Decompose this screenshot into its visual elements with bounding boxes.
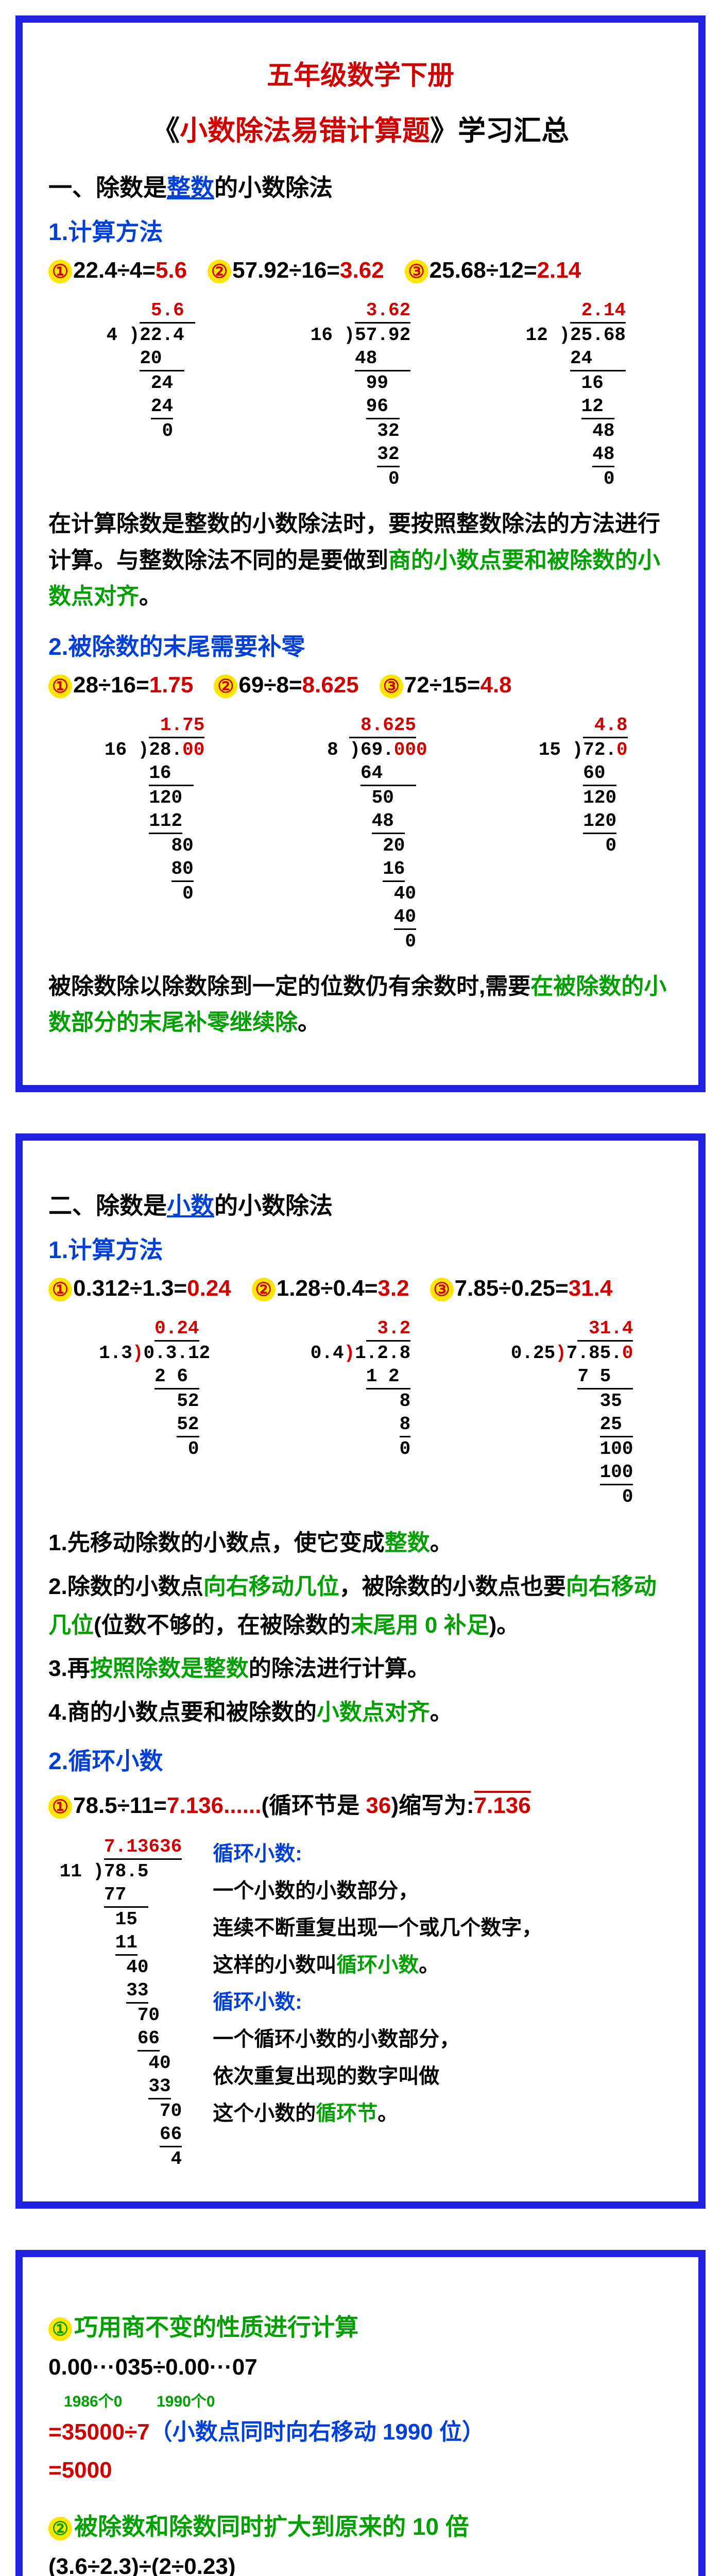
subsection-2-2: 2.循环小数 <box>48 1742 673 1776</box>
subtitle: 《小数除法易错计算题》学习汇总 <box>48 108 673 148</box>
t1-l1: 0.00···035÷0.00···07 <box>48 2350 673 2384</box>
t1-l2: =35000÷7（小数点同时向右移动 1990 位） <box>48 2415 673 2449</box>
explain-1: 在计算除数是整数的小数除法时，要按照整数除法的方法进行计算。与整数除法不同的是要… <box>48 506 673 615</box>
subsection-2-1: 1.计算方法 <box>48 1231 673 1265</box>
longdiv-6: 4.8 15 )72.0 60 120 120 0 <box>527 714 627 953</box>
card-3: ①巧用商不变的性质进行计算 0.00···035÷0.00···07 1986个… <box>15 2250 706 2576</box>
eq-10: ①78.5÷11=7.136......(循环节是 36)缩写为:7.136 <box>48 1787 531 1820</box>
recurring-text: 循环小数: 一个小数的小数部分， 连续不断重复出现一个或几个数字， 这样的小数叫… <box>213 1835 542 2171</box>
eq-6: ③72÷15=4.8 <box>380 672 512 698</box>
trick-1-h: ①巧用商不变的性质进行计算 <box>48 2309 673 2343</box>
equation-row-1: ①22.4÷4=5.6 ②57.92÷16=3.62 ③25.68÷12=2.1… <box>48 258 673 283</box>
longdiv-row-3: 0.24 1.3)0.3.12 2 6 52 52 0 3.2 0.4)1.2.… <box>48 1317 673 1509</box>
longdiv-10: 7.13636 11 )78.5 77 15 11 40 33 70 66 40… <box>48 1835 182 2171</box>
card-1: 五年级数学下册 《小数除法易错计算题》学习汇总 一、除数是整数的小数除法 1.计… <box>15 15 706 1092</box>
longdiv-5: 8.625 8 )69.000 64 50 48 20 16 40 40 0 <box>305 714 427 953</box>
step-3: 3.再按照除数是整数的除法进行计算。 <box>48 1650 673 1688</box>
explain-2: 被除数除以除数除到一定的位数仍有余数时,需要在被除数的小数部分的末尾补零继续除。 <box>48 969 673 1041</box>
equation-row-4: ①78.5÷11=7.136......(循环节是 36)缩写为:7.136 <box>48 1787 673 1820</box>
eq-9: ③7.85÷0.25=31.4 <box>430 1276 613 1301</box>
main-title: 五年级数学下册 <box>48 54 673 92</box>
longdiv-2: 3.62 16 )57.92 48 99 96 32 32 0 <box>299 299 410 490</box>
subsection-1-1: 1.计算方法 <box>48 213 673 247</box>
longdiv-9: 31.4 0.25)7.85.0 7 5 35 25 100 100 0 <box>500 1317 633 1509</box>
equation-row-3: ①0.312÷1.3=0.24 ②1.28÷0.4=3.2 ③7.85÷0.25… <box>48 1276 673 1301</box>
longdiv-row-1: 5.6 4 )22.4 20 24 24 0 3.62 16 )57.92 48… <box>48 299 673 490</box>
t1-l3: =5000 <box>48 2453 673 2487</box>
longdiv-4: 1.75 16 )28.00 16 120 112 80 80 0 <box>93 714 204 953</box>
card-2: 二、除数是小数的小数除法 1.计算方法 ①0.312÷1.3=0.24 ②1.2… <box>15 1133 706 2209</box>
eq-1: ①22.4÷4=5.6 <box>48 258 187 283</box>
longdiv-8: 3.2 0.4)1.2.8 1 2 8 8 0 <box>299 1317 410 1509</box>
eq-4: ①28÷16=1.75 <box>48 672 193 698</box>
recurring-section: 7.13636 11 )78.5 77 15 11 40 33 70 66 40… <box>48 1835 673 2171</box>
longdiv-1: 5.6 4 )22.4 20 24 24 0 <box>95 299 195 490</box>
eq-7: ①0.312÷1.3=0.24 <box>48 1276 231 1301</box>
eq-2: ②57.92÷16=3.62 <box>208 258 384 283</box>
t2-l1: (3.6÷2.3)÷(2÷0.23) <box>48 2550 673 2576</box>
section-1-header: 一、除数是整数的小数除法 <box>48 169 673 203</box>
eq-3: ③25.68÷12=2.14 <box>405 258 581 283</box>
step-4: 4.商的小数点要和被除数的小数点对齐。 <box>48 1693 673 1732</box>
step-1: 1.先移动除数的小数点，使它变成整数。 <box>48 1524 673 1563</box>
step-2: 2.除数的小数点向右移动几位，被除数的小数点也要向右移动几位(位数不够的，在被除… <box>48 1568 673 1645</box>
longdiv-7: 0.24 1.3)0.3.12 2 6 52 52 0 <box>88 1317 211 1509</box>
subsection-1-2: 2.被除数的末尾需要补零 <box>48 628 673 662</box>
eq-5: ②69÷8=8.625 <box>214 672 358 698</box>
section-2-header: 二、除数是小数的小数除法 <box>48 1187 673 1221</box>
equation-row-2: ①28÷16=1.75 ②69÷8=8.625 ③72÷15=4.8 <box>48 672 673 698</box>
t1-note: 1986个0 1990个0 <box>64 2388 673 2411</box>
longdiv-row-2: 1.75 16 )28.00 16 120 112 80 80 0 8.625 … <box>48 714 673 953</box>
longdiv-3: 2.14 12 )25.68 24 16 12 48 48 0 <box>514 299 626 490</box>
trick-2-h: ②被除数和除数同时扩大到原来的 10 倍 <box>48 2508 673 2542</box>
eq-8: ②1.28÷0.4=3.2 <box>252 1276 409 1301</box>
